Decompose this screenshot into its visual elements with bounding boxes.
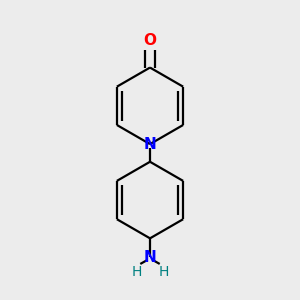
Text: H: H: [131, 265, 142, 279]
Text: H: H: [158, 265, 169, 279]
Text: N: N: [144, 136, 156, 152]
Text: N: N: [144, 250, 156, 265]
Text: O: O: [143, 33, 157, 48]
